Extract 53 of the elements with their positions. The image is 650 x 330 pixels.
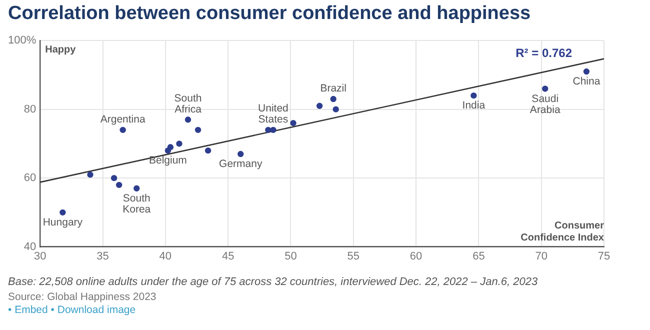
y-tick-label: 40	[24, 240, 36, 253]
x-tick-label: 70	[535, 250, 548, 262]
annotation: China	[572, 76, 600, 88]
point	[87, 172, 94, 178]
x-tick-label: 35	[96, 250, 109, 262]
x-axis-title: Consumer Confidence Index	[520, 220, 604, 244]
point	[116, 182, 122, 188]
y-axis-title: Happy	[45, 44, 76, 56]
x-tick-label: 60	[410, 250, 422, 262]
point	[542, 86, 548, 92]
point	[120, 126, 126, 134]
chart-title: Correlation between consumer confidence and happiness	[8, 3, 531, 25]
point	[332, 106, 339, 112]
x-tick-label: 65	[472, 250, 485, 262]
point	[167, 144, 174, 150]
point	[316, 102, 323, 109]
annotation: Saudi Arabia	[530, 92, 560, 116]
annotation: South Korea	[122, 192, 151, 216]
text: • Embed • Download image	[8, 304, 137, 317]
point	[194, 126, 202, 134]
annotation: Brazil	[320, 82, 346, 95]
annotation: Argentina	[100, 114, 146, 126]
y-tick-label: 100%	[8, 34, 36, 47]
x-tick-label: 55	[347, 250, 360, 262]
point	[265, 126, 272, 134]
point	[134, 185, 140, 192]
text: Base: 22,508 online adults under the age of 75 across 32 countries, interviewed Dec. 22, 2022 – Jan.6, 2023	[8, 276, 538, 289]
point	[238, 150, 244, 158]
x-tick-label: 45	[222, 250, 234, 262]
point	[176, 140, 182, 147]
point	[583, 68, 590, 75]
point	[470, 92, 477, 99]
annotation: Hungary	[42, 216, 84, 229]
annotation: Germany	[219, 158, 263, 170]
point	[330, 96, 336, 102]
y-tick-label: 60	[24, 172, 36, 184]
annotation: India	[462, 100, 486, 112]
annotation: Belgium	[148, 154, 188, 167]
point	[60, 209, 66, 216]
x-tick-label: 75	[598, 250, 610, 262]
y-tick-label: 80	[24, 103, 36, 116]
source-note: Source: Global Happiness 2023	[8, 291, 158, 304]
annotation: United States	[258, 102, 289, 126]
annotation: R² = 0.762	[516, 46, 572, 60]
point	[184, 116, 192, 123]
point	[290, 120, 296, 126]
point	[270, 126, 276, 134]
x-tick-label: 50	[284, 250, 297, 262]
x-tick-label: 30	[34, 250, 46, 262]
x-tick-label: 40	[159, 250, 172, 262]
point	[110, 174, 118, 182]
annotation: South Africa	[174, 92, 202, 116]
point	[204, 147, 212, 154]
